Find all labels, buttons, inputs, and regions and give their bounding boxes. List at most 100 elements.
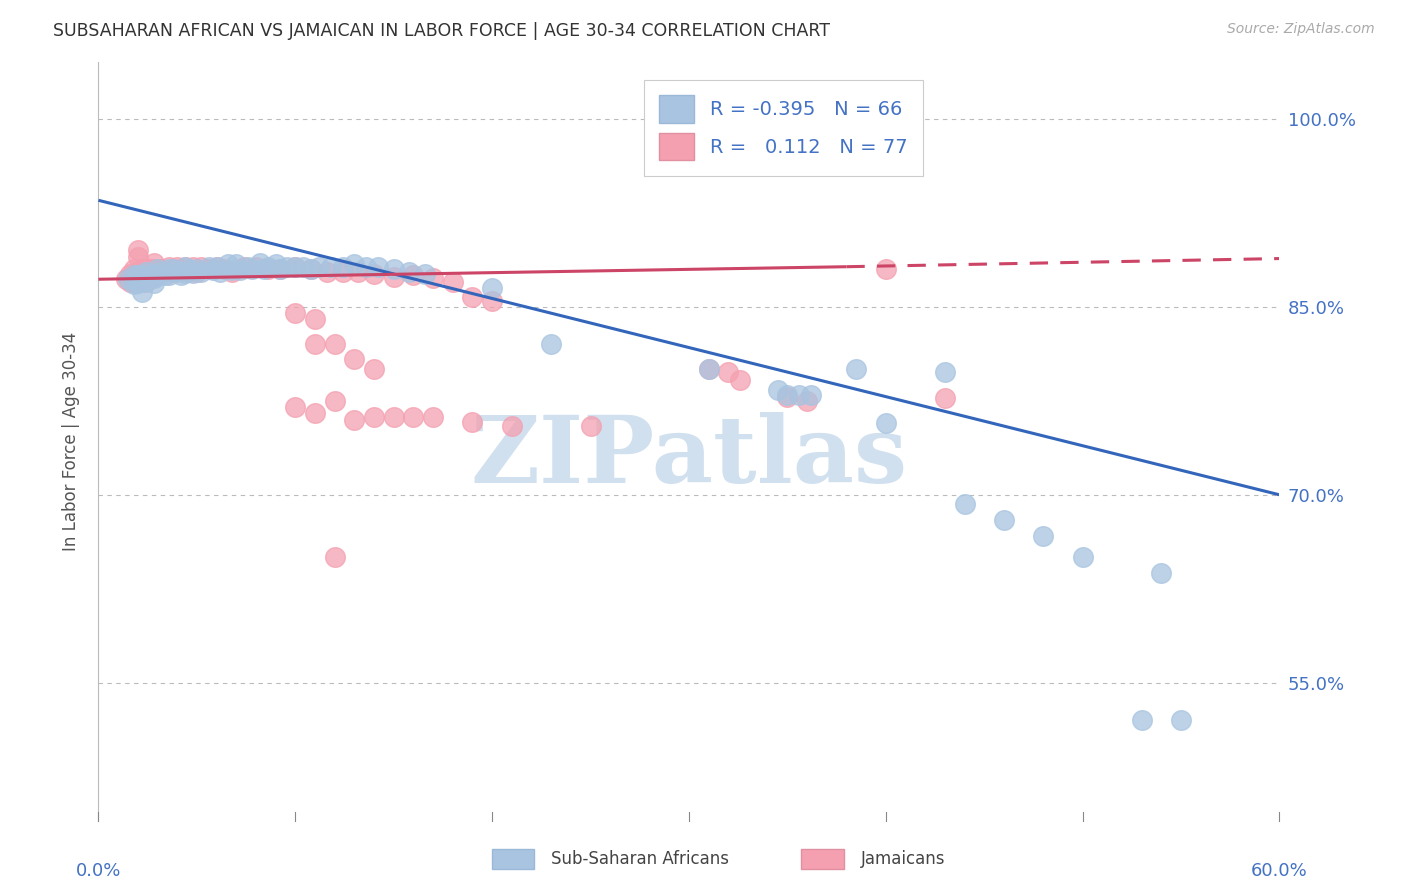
- Point: [157, 262, 180, 277]
- Point: [162, 265, 184, 279]
- Point: [323, 393, 346, 408]
- Point: [875, 262, 897, 277]
- Point: [284, 400, 307, 414]
- Point: [382, 262, 405, 277]
- Point: [142, 276, 165, 290]
- Point: [934, 392, 956, 406]
- Point: [138, 268, 160, 283]
- Point: [304, 337, 326, 351]
- Point: [481, 293, 503, 308]
- Point: [138, 268, 160, 283]
- Text: ZIPatlas: ZIPatlas: [471, 412, 907, 501]
- Point: [142, 269, 165, 284]
- Point: [256, 262, 278, 277]
- Point: [1170, 714, 1192, 728]
- Point: [845, 362, 868, 376]
- Point: [579, 418, 602, 433]
- Point: [776, 390, 799, 404]
- Point: [382, 410, 405, 425]
- Point: [319, 260, 342, 274]
- Point: [501, 418, 523, 433]
- Point: [1150, 566, 1173, 580]
- Point: [233, 260, 256, 274]
- Point: [166, 265, 188, 279]
- Point: [323, 550, 346, 565]
- Point: [197, 262, 219, 277]
- Point: [150, 265, 173, 279]
- Point: [343, 257, 366, 271]
- Point: [413, 267, 436, 281]
- Point: [157, 268, 180, 283]
- Point: [122, 275, 145, 289]
- Point: [323, 337, 346, 351]
- Point: [363, 362, 385, 376]
- Point: [332, 265, 354, 279]
- Point: [135, 268, 157, 283]
- Point: [162, 262, 184, 277]
- Text: 60.0%: 60.0%: [1251, 863, 1308, 880]
- Point: [363, 410, 385, 425]
- Point: [181, 266, 204, 280]
- Point: [221, 263, 243, 277]
- Point: [135, 275, 157, 289]
- Point: [157, 260, 180, 274]
- Point: [993, 513, 1015, 527]
- Point: [131, 285, 153, 299]
- Point: [131, 275, 153, 289]
- Point: [122, 262, 145, 277]
- Point: [1308, 112, 1330, 126]
- Point: [441, 275, 464, 289]
- Point: [299, 262, 322, 277]
- Point: [481, 281, 503, 295]
- Point: [127, 268, 149, 283]
- Point: [292, 260, 315, 274]
- Point: [304, 312, 326, 326]
- Point: [217, 257, 239, 271]
- Point: [284, 306, 307, 320]
- Point: [118, 267, 141, 281]
- Point: [186, 262, 208, 277]
- Point: [115, 272, 138, 286]
- Point: [953, 497, 976, 511]
- Point: [766, 383, 789, 397]
- Point: [363, 267, 385, 281]
- Point: [284, 260, 307, 274]
- FancyBboxPatch shape: [801, 849, 844, 869]
- Point: [201, 263, 224, 277]
- Point: [934, 365, 956, 379]
- Point: [1071, 550, 1094, 565]
- Point: [697, 362, 720, 376]
- Point: [138, 262, 160, 277]
- Point: [209, 265, 232, 279]
- Point: [205, 260, 228, 274]
- Point: [347, 265, 370, 279]
- Point: [332, 260, 354, 274]
- Point: [299, 262, 322, 277]
- Point: [122, 277, 145, 292]
- Point: [135, 273, 157, 287]
- Point: [142, 256, 165, 270]
- FancyBboxPatch shape: [492, 849, 534, 869]
- Point: [127, 265, 149, 279]
- Point: [402, 410, 425, 425]
- Point: [245, 260, 267, 274]
- Point: [166, 260, 188, 274]
- Point: [146, 262, 169, 277]
- Point: [181, 260, 204, 274]
- Point: [155, 268, 177, 283]
- Point: [796, 393, 818, 408]
- Point: [236, 260, 259, 274]
- Point: [315, 265, 337, 279]
- Point: [1032, 529, 1054, 543]
- Point: [461, 290, 484, 304]
- Point: [117, 272, 139, 286]
- Point: [142, 262, 165, 277]
- Point: [190, 260, 212, 274]
- Point: [422, 271, 444, 285]
- Point: [240, 262, 263, 277]
- Point: [174, 260, 197, 274]
- Point: [264, 257, 287, 271]
- Point: [186, 265, 208, 279]
- Point: [354, 260, 377, 274]
- Point: [717, 365, 740, 379]
